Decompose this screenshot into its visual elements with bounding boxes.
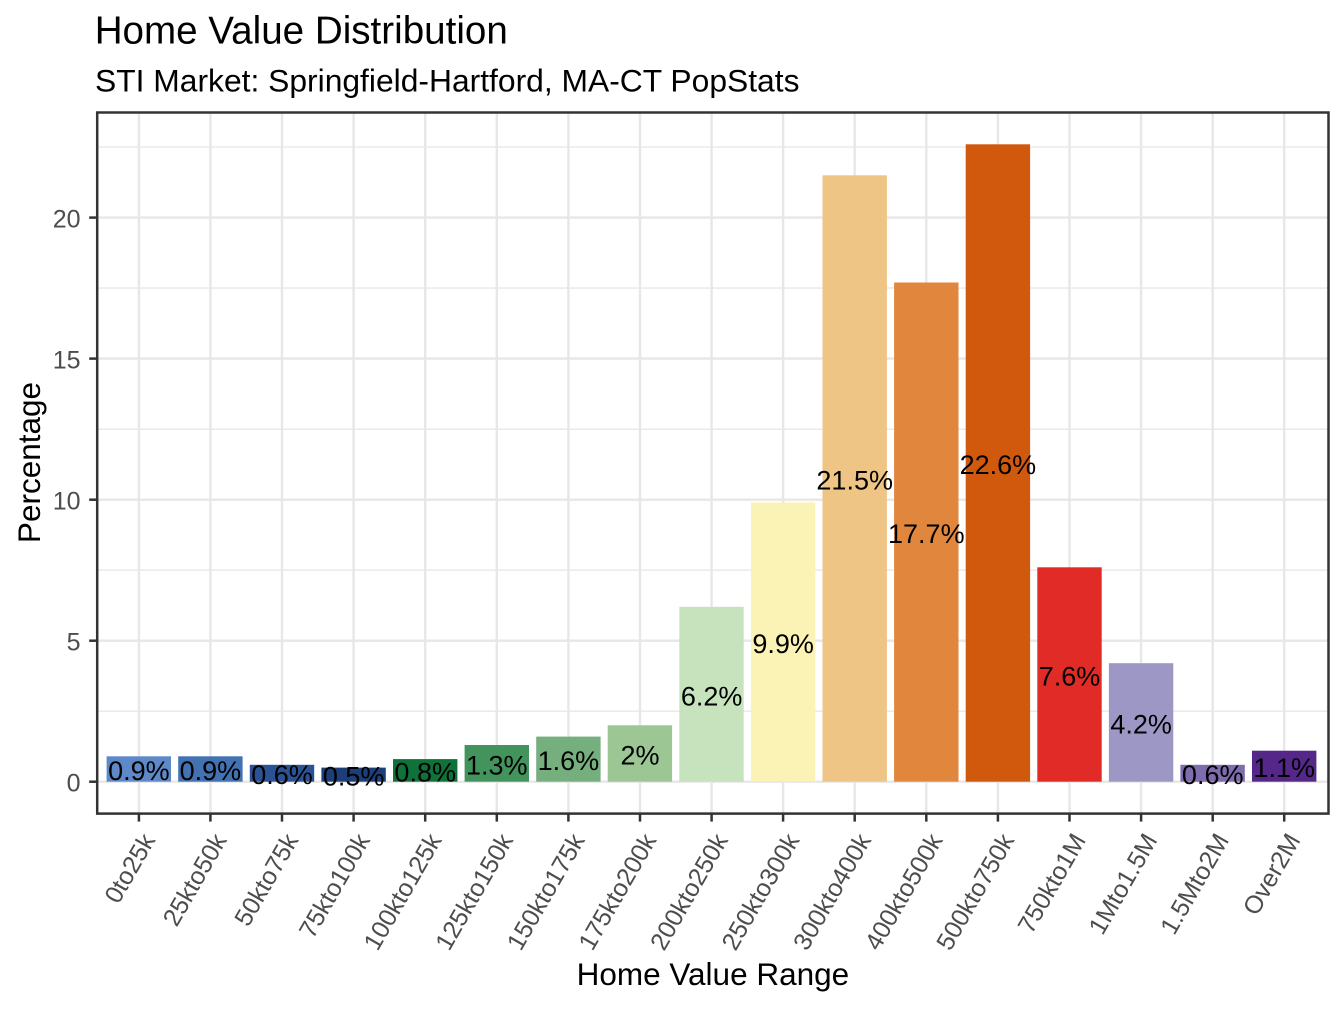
svg-text:0.9%: 0.9% <box>108 756 170 786</box>
svg-text:STI Market: Springfield-Hartfo: STI Market: Springfield-Hartford, MA-CT … <box>95 63 799 99</box>
svg-text:1.1%: 1.1% <box>1253 753 1315 783</box>
svg-text:21.5%: 21.5% <box>816 466 893 496</box>
svg-text:Percentage: Percentage <box>11 382 47 543</box>
svg-text:5: 5 <box>67 629 81 657</box>
svg-text:0.5%: 0.5% <box>323 762 385 792</box>
svg-text:0.9%: 0.9% <box>180 756 242 786</box>
svg-text:22.6%: 22.6% <box>960 450 1037 480</box>
svg-text:1.6%: 1.6% <box>538 746 600 776</box>
svg-text:4.2%: 4.2% <box>1110 710 1172 740</box>
svg-text:9.9%: 9.9% <box>752 629 814 659</box>
svg-text:0: 0 <box>67 770 81 798</box>
svg-text:0.8%: 0.8% <box>394 757 456 787</box>
svg-text:20: 20 <box>53 206 81 234</box>
svg-text:7.6%: 7.6% <box>1039 662 1101 692</box>
svg-text:Home Value Range: Home Value Range <box>577 956 850 992</box>
svg-text:10: 10 <box>53 488 81 516</box>
svg-text:1.3%: 1.3% <box>466 750 528 780</box>
svg-text:2%: 2% <box>620 741 659 771</box>
svg-text:17.7%: 17.7% <box>888 519 965 549</box>
svg-text:0.6%: 0.6% <box>251 760 313 790</box>
svg-text:6.2%: 6.2% <box>681 681 743 711</box>
svg-text:0.6%: 0.6% <box>1182 760 1244 790</box>
svg-text:15: 15 <box>53 347 81 375</box>
svg-text:Home Value Distribution: Home Value Distribution <box>95 10 508 53</box>
